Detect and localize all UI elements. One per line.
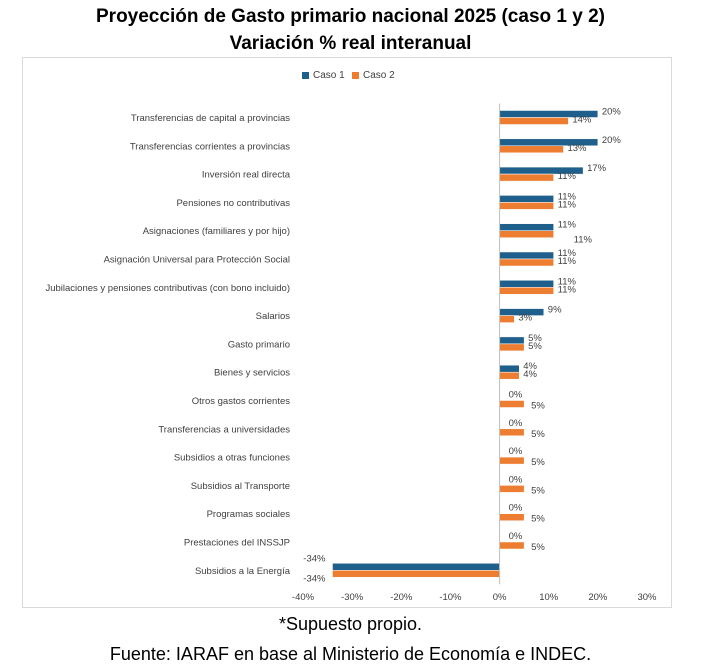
legend-item-caso-2: Caso 2 <box>352 70 395 81</box>
category-label-prestaciones-del-inssjp: Prestaciones del INSSJP <box>184 538 290 549</box>
data-label-caso-1-pensiones-no-contributivas: 11% <box>558 191 577 202</box>
data-label-caso-2-bienes-y-servicios: 4% <box>523 369 537 380</box>
category-label-transferencias-de-capital-a-provincias: Transferencias de capital a provincias <box>131 113 290 124</box>
data-label-caso-1-subsidios-a-otras-funciones: 0% <box>509 446 523 457</box>
data-label-caso-2-transferencias-corrientes-a-provincias: 13% <box>567 143 587 154</box>
x-tick-label: 30% <box>637 592 657 603</box>
data-label-caso-1-programas-sociales: 0% <box>509 503 523 514</box>
legend-label-caso-2: Caso 2 <box>363 70 395 81</box>
category-label-subsidios-al-transporte: Subsidios al Transporte <box>191 481 290 492</box>
x-tick-label: 10% <box>539 592 559 603</box>
data-label-caso-1-asignacion-universal-para-proteccion-social: 11% <box>558 248 577 259</box>
bar-caso-1-asignacion-universal-para-proteccion-social <box>499 251 554 260</box>
category-label-asignaciones-familiares-y-por-hijo: Asignaciones (familiares y por hijo) <box>143 226 290 237</box>
x-tick-label: -30% <box>341 592 364 603</box>
category-label-otros-gastos-corrientes: Otros gastos corrientes <box>192 396 290 407</box>
data-label-caso-2-inversion-real-directa: 11% <box>558 171 577 182</box>
x-tick-label: -10% <box>439 592 462 603</box>
data-label-caso-1-prestaciones-del-inssjp: 0% <box>509 531 523 542</box>
data-label-caso-1-salarios: 9% <box>548 305 562 316</box>
footnote-source: Fuente: IARAF en base al Ministerio de E… <box>109 644 592 664</box>
legend-item-caso-1: Caso 1 <box>302 70 345 81</box>
bar-caso-2-transferencias-corrientes-a-provincias <box>499 145 564 154</box>
chart-area <box>22 57 672 608</box>
bar-caso-2-jubilaciones-y-pensiones-contributivas-con-bono-incluido <box>499 287 554 295</box>
x-tick-label: 0% <box>493 592 507 603</box>
data-label-caso-2-subsidios-a-la-energia: -34% <box>303 573 326 584</box>
legend-swatch-caso-2 <box>352 71 359 79</box>
category-label-bienes-y-servicios: Bienes y servicios <box>214 368 290 379</box>
data-label-caso-1-subsidios-al-transporte: 0% <box>509 474 523 485</box>
x-tick-label: 20% <box>588 592 608 603</box>
category-label-pensiones-no-contributivas: Pensiones no contributivas <box>176 198 290 209</box>
data-label-caso-1-otros-gastos-corrientes: 0% <box>509 390 523 401</box>
bar-caso-1-gasto-primario <box>499 336 525 345</box>
bar-caso-2-programas-sociales <box>499 513 525 521</box>
data-label-caso-1-jubilaciones-y-pensiones-contributivas-con-bono-incluido: 11% <box>558 276 577 287</box>
category-label-transferencias-a-universidades: Transferencias a universidades <box>158 424 290 435</box>
bar-caso-2-subsidios-a-la-energia <box>332 570 500 578</box>
data-label-caso-2-asignaciones-familiares-y-por-hijo: 11% <box>574 235 593 246</box>
bar-caso-2-transferencias-a-universidades <box>499 428 525 437</box>
bar-caso-2-asignacion-universal-para-proteccion-social <box>499 258 554 267</box>
data-label-caso-1-gasto-primario: 5% <box>528 333 542 344</box>
category-label-salarios: Salarios <box>256 311 291 322</box>
data-label-caso-2-subsidios-al-transporte: 5% <box>531 485 545 496</box>
chart-title: Proyección de Gasto primario nacional 20… <box>96 6 605 27</box>
data-label-caso-2-prestaciones-del-inssjp: 5% <box>531 542 545 553</box>
category-label-transferencias-corrientes-a-provincias: Transferencias corrientes a provincias <box>130 141 290 152</box>
legend-swatch-caso-1 <box>302 71 309 79</box>
data-label-caso-1-asignaciones-familiares-y-por-hijo: 11% <box>558 220 577 231</box>
data-label-caso-2-transferencias-de-capital-a-provincias: 14% <box>572 115 592 126</box>
data-label-caso-2-jubilaciones-y-pensiones-contributivas-con-bono-incluido: 11% <box>558 284 577 295</box>
category-label-gasto-primario: Gasto primario <box>228 339 290 350</box>
bar-caso-2-transferencias-de-capital-a-provincias <box>499 117 569 125</box>
data-label-caso-2-programas-sociales: 5% <box>531 514 545 525</box>
bar-caso-2-pensiones-no-contributivas <box>499 202 554 210</box>
bar-caso-2-bienes-y-servicios <box>499 371 520 380</box>
data-label-caso-2-otros-gastos-corrientes: 5% <box>531 401 545 412</box>
data-label-caso-1-subsidios-a-la-energia: -34% <box>303 553 326 564</box>
footnote-assumption: *Supuesto propio. <box>278 614 423 634</box>
data-label-caso-1-transferencias-corrientes-a-provincias: 20% <box>602 135 622 146</box>
bar-caso-2-asignaciones-familiares-y-por-hijo <box>499 230 554 238</box>
bar-caso-2-otros-gastos-corrientes <box>499 400 525 408</box>
bar-caso-1-asignaciones-familiares-y-por-hijo <box>499 223 554 231</box>
bar-caso-1-bienes-y-servicios <box>499 364 520 373</box>
category-label-subsidios-a-la-energia: Subsidios a la Energía <box>195 566 291 577</box>
data-label-caso-1-bienes-y-servicios: 4% <box>523 361 537 372</box>
data-label-caso-2-asignacion-universal-para-proteccion-social: 11% <box>558 256 577 267</box>
bar-caso-1-subsidios-a-la-energia <box>332 563 500 571</box>
category-label-subsidios-a-otras-funciones: Subsidios a otras funciones <box>174 453 290 464</box>
category-label-jubilaciones-y-pensiones-contributivas-con-bono-incluido: Jubilaciones y pensiones contributivas (… <box>45 283 290 294</box>
bar-caso-2-gasto-primario <box>499 343 525 352</box>
data-label-caso-2-subsidios-a-otras-funciones: 5% <box>531 457 545 468</box>
data-label-caso-1-transferencias-de-capital-a-provincias: 20% <box>602 107 622 118</box>
bar-caso-2-inversion-real-directa <box>499 173 554 182</box>
category-label-programas-sociales: Programas sociales <box>207 509 291 520</box>
bar-caso-2-subsidios-al-transporte <box>499 485 525 493</box>
bar-caso-1-pensiones-no-contributivas <box>499 195 554 203</box>
chart-subtitle: Variación % real interanual <box>229 33 472 54</box>
data-label-caso-1-inversion-real-directa: 17% <box>587 163 607 174</box>
data-label-caso-1-transferencias-a-universidades: 0% <box>509 418 523 429</box>
bar-caso-1-jubilaciones-y-pensiones-contributivas-con-bono-incluido <box>499 280 554 288</box>
x-tick-label: -40% <box>292 592 315 603</box>
data-label-caso-2-pensiones-no-contributivas: 11% <box>558 199 577 210</box>
bar-caso-2-subsidios-a-otras-funciones <box>499 456 525 465</box>
legend-label-caso-1: Caso 1 <box>313 70 345 81</box>
data-label-caso-2-gasto-primario: 5% <box>528 341 542 352</box>
bar-caso-2-prestaciones-del-inssjp <box>499 541 525 550</box>
data-label-caso-2-salarios: 3% <box>518 313 532 324</box>
category-label-asignacion-universal-para-proteccion-social: Asignación Universal para Protección Soc… <box>104 255 290 266</box>
category-label-inversion-real-directa: Inversión real directa <box>202 170 291 181</box>
x-tick-label: -20% <box>390 592 413 603</box>
data-label-caso-2-transferencias-a-universidades: 5% <box>531 429 545 440</box>
bar-caso-2-salarios <box>499 315 515 323</box>
